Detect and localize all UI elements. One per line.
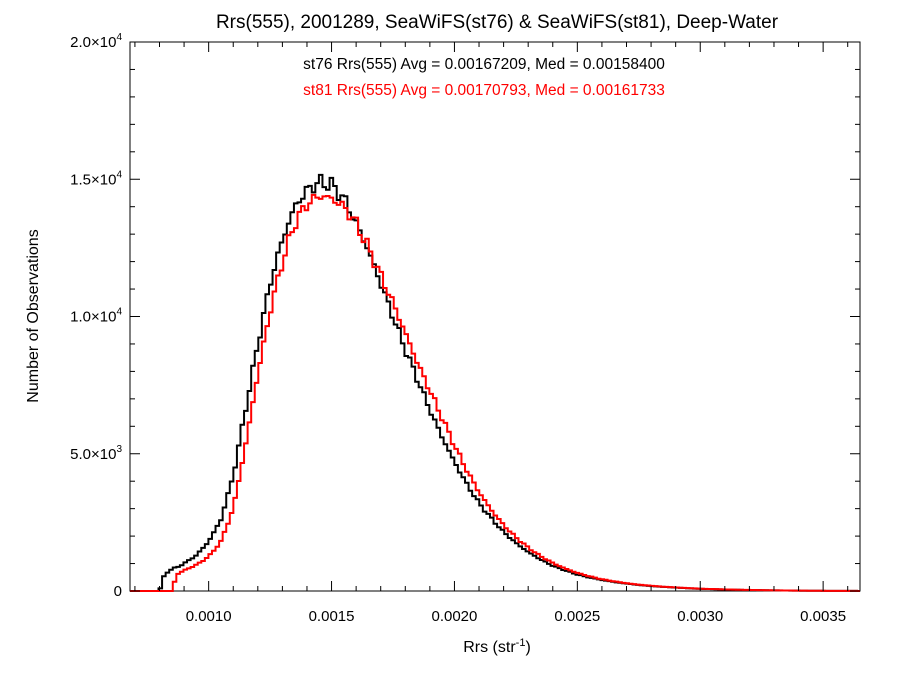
plot-frame <box>129 41 861 592</box>
y-tick-label: 1.5×104 <box>70 169 122 188</box>
histogram-st81 <box>130 193 860 592</box>
x-axis-label-base: Rrs (str <box>463 639 516 656</box>
y-tick-mantissa: 0 <box>114 583 122 600</box>
y-tick-label: 2.0×104 <box>70 32 122 51</box>
y-tick-mantissa: 1.0×10 <box>70 309 116 326</box>
y-tick-exponent: 4 <box>116 307 122 318</box>
annotation-st76: st76 Rrs(555) Avg = 0.00167209, Med = 0.… <box>303 56 665 73</box>
x-tick-label: 0.0035 <box>800 608 846 625</box>
series-layer <box>130 173 860 592</box>
y-tick-label: 5.0×103 <box>70 444 122 463</box>
y-axis-label: Number of Observations <box>25 229 42 402</box>
x-tick-label: 0.0010 <box>186 608 232 625</box>
y-tick-label: 0 <box>114 583 122 600</box>
x-tick-label: 0.0020 <box>431 608 477 625</box>
x-tick-label: 0.0025 <box>554 608 600 625</box>
y-tick-mantissa: 5.0×10 <box>70 446 116 463</box>
x-axis-label: Rrs (str-1) <box>463 637 531 656</box>
y-tick-mantissa: 1.5×10 <box>70 171 116 188</box>
annotations-layer: st76 Rrs(555) Avg = 0.00167209, Med = 0.… <box>303 56 665 99</box>
y-tick-mantissa: 2.0×10 <box>70 34 116 51</box>
annotation-st81: st81 Rrs(555) Avg = 0.00170793, Med = 0.… <box>303 82 665 99</box>
y-tick-exponent: 4 <box>116 32 122 43</box>
x-axis-label-sup: -1 <box>516 637 526 649</box>
ticks-layer: 0.0010 0.0015 0.0020 0.0025 0.0030 0.0035 0 5.0… <box>70 32 860 625</box>
y-tick-exponent: 4 <box>116 169 122 180</box>
y-tick-label: 1.0×104 <box>70 307 122 326</box>
x-tick-label: 0.0015 <box>309 608 355 625</box>
x-tick-label: 0.0030 <box>677 608 723 625</box>
histogram-st76 <box>130 173 860 592</box>
chart-title: Rrs(555), 2001289, SeaWiFS(st76) & SeaWi… <box>216 12 779 33</box>
x-axis-label-close: ) <box>525 639 530 656</box>
y-tick-exponent: 3 <box>116 444 122 455</box>
